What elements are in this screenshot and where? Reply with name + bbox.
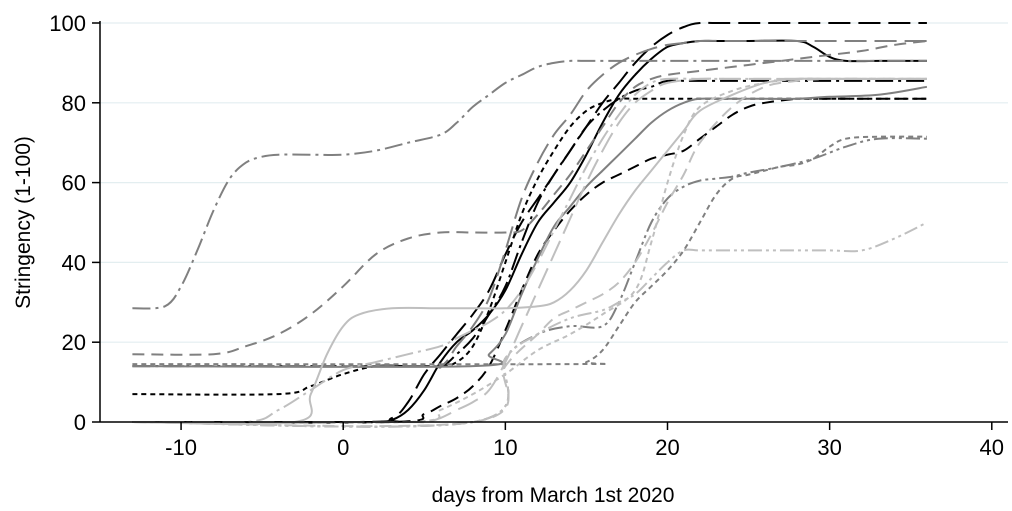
series-line-7	[132, 39, 927, 369]
x-tick-labels: -10 0 10 20 30 40	[165, 435, 1004, 460]
x-tick-label: 0	[337, 435, 349, 460]
y-tick-label: 100	[49, 11, 86, 36]
series-line-4	[132, 97, 927, 396]
y-tick-label: 40	[62, 250, 86, 275]
x-tick-label: 30	[817, 435, 841, 460]
series-line-2	[132, 21, 927, 424]
gridlines	[100, 22, 1008, 343]
series-line-12	[132, 77, 927, 426]
series-lines	[132, 21, 928, 428]
y-tick-label: 80	[62, 91, 86, 116]
series-line-15	[132, 77, 927, 424]
axes	[92, 21, 1008, 430]
x-tick-label: -10	[165, 435, 197, 460]
y-axis-title: Stringency (1-100)	[12, 136, 35, 309]
y-tick-label: 20	[62, 330, 86, 355]
series-line-17	[132, 221, 928, 428]
y-tick-label: 0	[74, 410, 86, 435]
x-axis-title: days from March 1st 2020	[432, 484, 675, 507]
series-line-3	[132, 97, 927, 424]
series-line-8	[132, 40, 928, 356]
series-line-9	[132, 59, 927, 310]
series-line-16	[132, 77, 927, 424]
series-line-10	[132, 135, 927, 366]
y-tick-labels: 0 20 40 60 80 100	[49, 11, 86, 435]
x-tick-label: 20	[655, 435, 679, 460]
series-line-14	[132, 77, 927, 428]
x-tick-label: 40	[980, 435, 1004, 460]
series-line-6	[132, 85, 928, 368]
y-tick-label: 60	[62, 171, 86, 196]
x-tick-label: 10	[493, 435, 517, 460]
